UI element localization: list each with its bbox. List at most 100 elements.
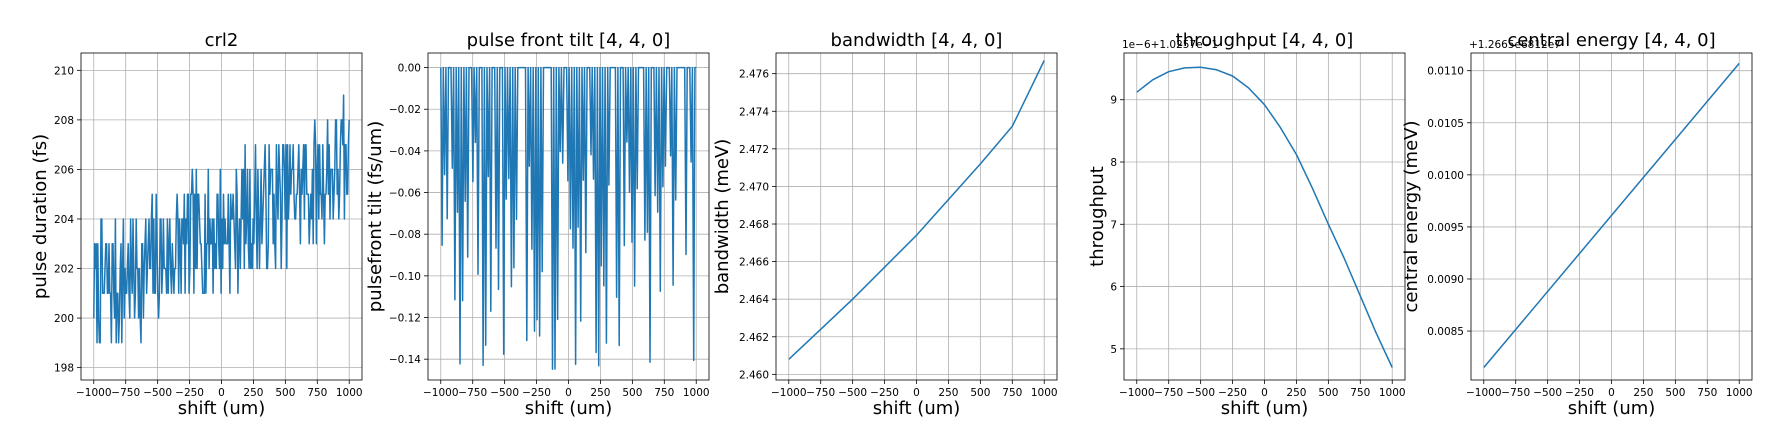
x-tick-label: −750 <box>458 387 487 399</box>
y-tick-label: 0.0085 <box>1427 326 1464 338</box>
x-axis-label: shift (um) <box>873 398 961 419</box>
y-tick-label: 0.0105 <box>1427 118 1464 130</box>
y-tick-label: 2.468 <box>739 219 769 231</box>
x-tick-label: −1000 <box>771 387 807 399</box>
x-tick-label: 250 <box>1286 387 1306 399</box>
offset-text: +1.2665e6812e7 <box>1469 39 1561 51</box>
x-tick-label: 1000 <box>1726 387 1753 399</box>
x-tick-label: 0 <box>218 387 225 399</box>
x-tick-label: 500 <box>275 387 295 399</box>
panel-pulse-duration: shift (um) pulse duration (fs) −1000 −750… <box>30 30 363 419</box>
y-tick-label: 2.470 <box>739 181 769 193</box>
y-tick-label: 202 <box>54 264 74 276</box>
series-line <box>1136 66 1393 368</box>
series-line <box>788 60 1045 360</box>
x-tick-label: −1000 <box>1119 387 1155 399</box>
x-tick-label: −250 <box>870 387 899 399</box>
x-axis-label: shift (um) <box>178 398 266 419</box>
x-tick-label: −1000 <box>76 387 112 399</box>
y-tick-label: −0.04 <box>389 146 421 158</box>
y-tick-label: 9 <box>1110 95 1117 107</box>
y-tick-label: 2.472 <box>739 144 769 156</box>
y-tick-label: 2.474 <box>739 106 769 118</box>
x-tick-label: −750 <box>111 387 140 399</box>
x-tick-label: 250 <box>938 387 958 399</box>
x-tick-label: 250 <box>590 387 610 399</box>
y-axis-label: throughput <box>1087 166 1108 267</box>
x-tick-label: 750 <box>1350 387 1370 399</box>
y-tick-label: 200 <box>54 313 74 325</box>
x-tick-label: 500 <box>970 387 990 399</box>
y-tick-label: 198 <box>54 363 74 375</box>
y-axis-label: pulsefront tilt (fs/um) <box>365 121 386 312</box>
x-tick-label: −500 <box>143 387 172 399</box>
y-tick-label: 7 <box>1110 219 1117 231</box>
x-tick-label: 750 <box>1002 387 1022 399</box>
y-axis-label: central energy (meV) <box>1401 121 1422 313</box>
y-tick-label: 2.476 <box>739 69 769 81</box>
y-tick-label: 210 <box>54 65 74 77</box>
y-tick-label: −0.02 <box>389 104 421 116</box>
y-tick-label: 8 <box>1110 157 1117 169</box>
x-tick-label: 250 <box>243 387 263 399</box>
y-tick-label: 0.0095 <box>1427 222 1464 234</box>
x-tick-label: −250 <box>1218 387 1247 399</box>
y-tick-label: 0.0090 <box>1427 274 1464 286</box>
x-tick-label: 1000 <box>1031 387 1058 399</box>
y-tick-label: 6 <box>1110 282 1117 294</box>
y-axis-label: bandwidth (meV) <box>712 139 733 295</box>
x-tick-label: 0 <box>565 387 572 399</box>
x-tick-label: 500 <box>1318 387 1338 399</box>
y-tick-label: 0.0110 <box>1427 66 1464 78</box>
offset-text: 1e−6+1.0257e−1 <box>1122 39 1218 51</box>
x-tick-label: −1000 <box>423 387 459 399</box>
y-tick-label: 2.460 <box>739 369 769 381</box>
y-tick-label: 0.0100 <box>1427 170 1464 182</box>
y-tick-label: 206 <box>54 164 74 176</box>
x-tick-label: −250 <box>1565 387 1594 399</box>
x-tick-label: 750 <box>307 387 327 399</box>
panel-title: central energy [4, 4, 0] <box>1507 30 1715 51</box>
grid <box>81 53 362 380</box>
x-tick-label: −750 <box>1501 387 1530 399</box>
y-tick-label: −0.14 <box>389 354 421 366</box>
x-tick-label: 750 <box>654 387 674 399</box>
x-tick-label: −500 <box>490 387 519 399</box>
x-tick-label: −1000 <box>1466 387 1502 399</box>
grid <box>776 53 1057 380</box>
y-tick-label: −0.10 <box>389 271 421 283</box>
x-tick-label: 1000 <box>336 387 363 399</box>
x-tick-label: −500 <box>1186 387 1215 399</box>
panel-pulse-front-tilt: shift (um) pulsefront tilt (fs/um) −1000… <box>365 30 710 419</box>
y-tick-label: −0.06 <box>389 188 421 200</box>
x-tick-label: 0 <box>1261 387 1268 399</box>
x-tick-label: −750 <box>806 387 835 399</box>
panel-throughput: shift (um) throughput 1e−6+1.0257e−1 −10… <box>1087 30 1406 419</box>
x-axis-label: shift (um) <box>1568 398 1656 419</box>
y-tick-label: 204 <box>54 214 74 226</box>
x-tick-label: 250 <box>1633 387 1653 399</box>
grid <box>1124 53 1405 380</box>
x-tick-label: 500 <box>622 387 642 399</box>
x-tick-label: −500 <box>1533 387 1562 399</box>
panel-title: throughput [4, 4, 0] <box>1176 30 1354 51</box>
x-tick-label: 500 <box>1665 387 1685 399</box>
y-axis-label: pulse duration (fs) <box>30 134 51 299</box>
y-tick-label: 2.464 <box>739 294 769 306</box>
y-tick-label: 2.466 <box>739 257 769 269</box>
x-tick-label: −250 <box>522 387 551 399</box>
x-tick-label: 1000 <box>1379 387 1406 399</box>
series-line <box>1483 62 1740 368</box>
x-tick-label: −750 <box>1154 387 1183 399</box>
y-tick-label: −0.08 <box>389 229 421 241</box>
y-tick-label: −0.12 <box>389 313 421 325</box>
y-tick-label: 5 <box>1110 344 1117 356</box>
series-line <box>93 94 350 344</box>
x-tick-label: 0 <box>1608 387 1615 399</box>
series-line <box>440 66 697 371</box>
x-tick-label: 750 <box>1697 387 1717 399</box>
x-tick-label: −250 <box>175 387 204 399</box>
x-tick-label: −500 <box>838 387 867 399</box>
panel-central-energy: shift (um) central energy (meV) +1.2665e… <box>1401 30 1753 419</box>
